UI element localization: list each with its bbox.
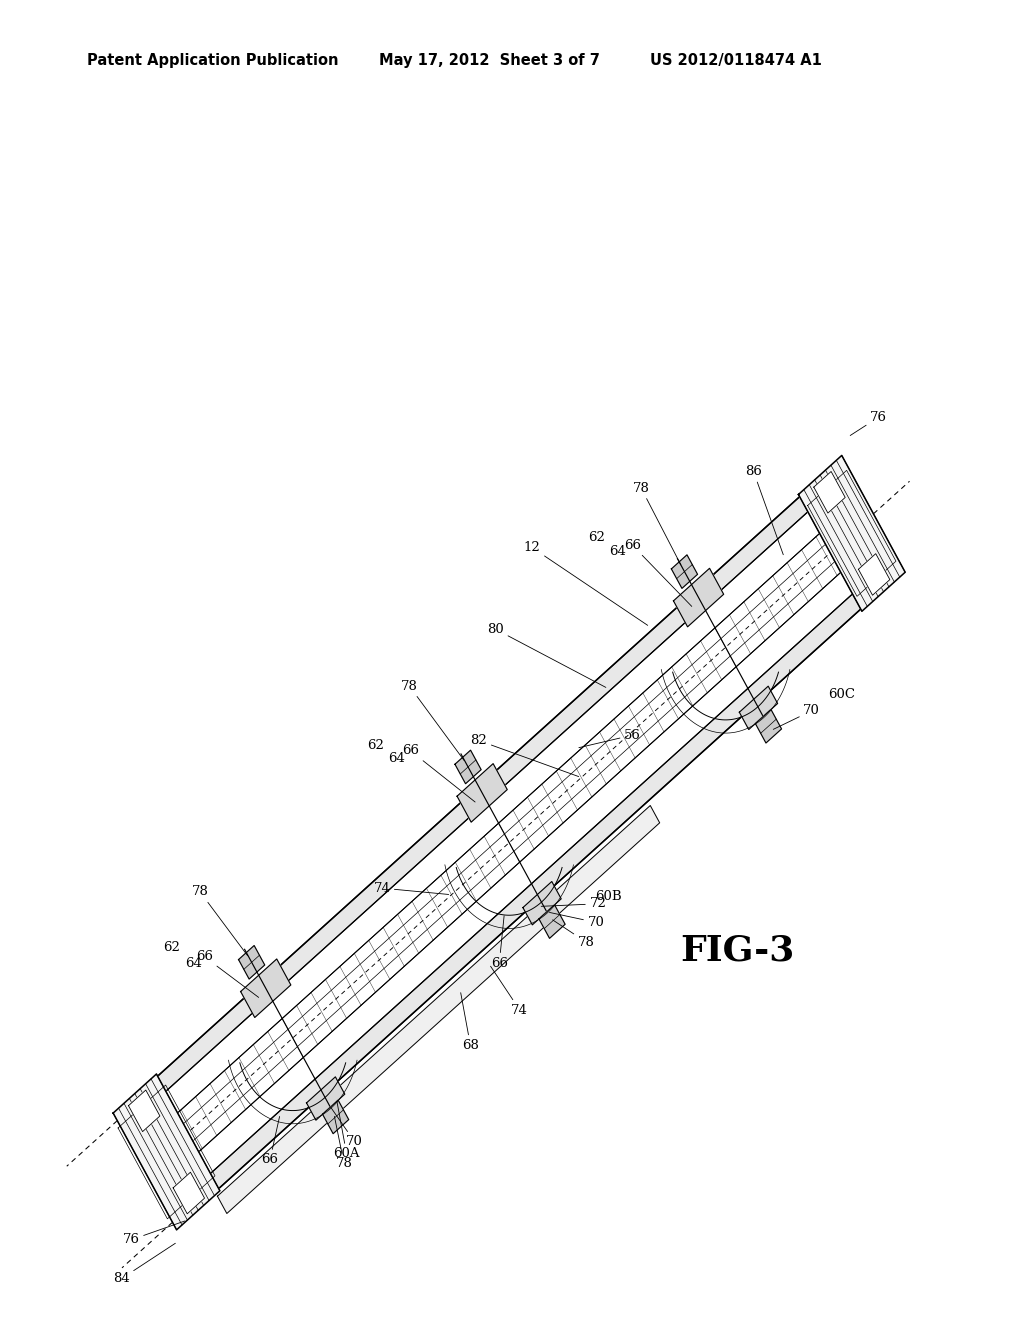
Text: 76: 76 xyxy=(123,1221,184,1246)
Text: 74: 74 xyxy=(490,966,528,1016)
Text: US 2012/0118474 A1: US 2012/0118474 A1 xyxy=(650,53,822,67)
Text: 62: 62 xyxy=(367,739,384,752)
Text: 78: 78 xyxy=(553,920,595,949)
Text: 60C: 60C xyxy=(828,689,856,701)
Text: 64: 64 xyxy=(185,957,203,970)
Text: 62: 62 xyxy=(164,941,180,954)
Text: 80: 80 xyxy=(487,623,606,688)
Text: 66: 66 xyxy=(624,539,692,606)
Text: May 17, 2012  Sheet 3 of 7: May 17, 2012 Sheet 3 of 7 xyxy=(379,53,600,67)
Text: 12: 12 xyxy=(524,541,648,626)
Polygon shape xyxy=(756,709,781,743)
Polygon shape xyxy=(799,455,905,611)
Polygon shape xyxy=(323,1100,349,1134)
Polygon shape xyxy=(814,471,845,513)
Text: 72: 72 xyxy=(542,898,606,911)
Text: FIG-3: FIG-3 xyxy=(680,933,795,968)
Polygon shape xyxy=(523,882,561,925)
Polygon shape xyxy=(118,461,900,1225)
Polygon shape xyxy=(239,945,265,979)
Polygon shape xyxy=(118,461,848,1127)
Polygon shape xyxy=(171,558,900,1225)
Polygon shape xyxy=(241,960,291,1018)
Polygon shape xyxy=(114,1074,220,1230)
Text: 70: 70 xyxy=(550,912,604,929)
Text: 70: 70 xyxy=(773,705,820,730)
Text: 64: 64 xyxy=(609,545,627,558)
Text: 74: 74 xyxy=(374,882,449,895)
Text: 78: 78 xyxy=(335,1117,352,1171)
Text: 78: 78 xyxy=(401,680,464,760)
Text: 78: 78 xyxy=(191,886,248,956)
Polygon shape xyxy=(457,764,507,822)
Polygon shape xyxy=(173,1172,205,1214)
Polygon shape xyxy=(674,569,724,627)
Text: 82: 82 xyxy=(471,734,579,776)
Text: 86: 86 xyxy=(745,465,783,554)
Text: 76: 76 xyxy=(850,411,887,436)
Text: 78: 78 xyxy=(633,482,681,565)
Text: Patent Application Publication: Patent Application Publication xyxy=(87,53,339,67)
Text: 64: 64 xyxy=(389,752,406,766)
Polygon shape xyxy=(306,1077,345,1121)
Polygon shape xyxy=(539,904,565,939)
Polygon shape xyxy=(455,750,481,784)
Text: 84: 84 xyxy=(113,1243,175,1286)
Text: 66: 66 xyxy=(490,916,508,970)
Text: 60A: 60A xyxy=(334,1101,359,1160)
Text: 68: 68 xyxy=(461,993,479,1052)
Text: 62: 62 xyxy=(588,531,605,544)
Polygon shape xyxy=(739,686,777,730)
Polygon shape xyxy=(672,554,697,589)
Polygon shape xyxy=(138,498,881,1188)
Text: 66: 66 xyxy=(402,744,475,803)
Polygon shape xyxy=(858,553,890,595)
Text: 56: 56 xyxy=(579,729,641,747)
Text: 70: 70 xyxy=(331,1107,364,1148)
Text: 66: 66 xyxy=(196,950,259,998)
Text: 60B: 60B xyxy=(595,890,622,903)
Polygon shape xyxy=(128,1090,160,1131)
Text: 66: 66 xyxy=(261,1117,280,1167)
Polygon shape xyxy=(217,805,659,1213)
